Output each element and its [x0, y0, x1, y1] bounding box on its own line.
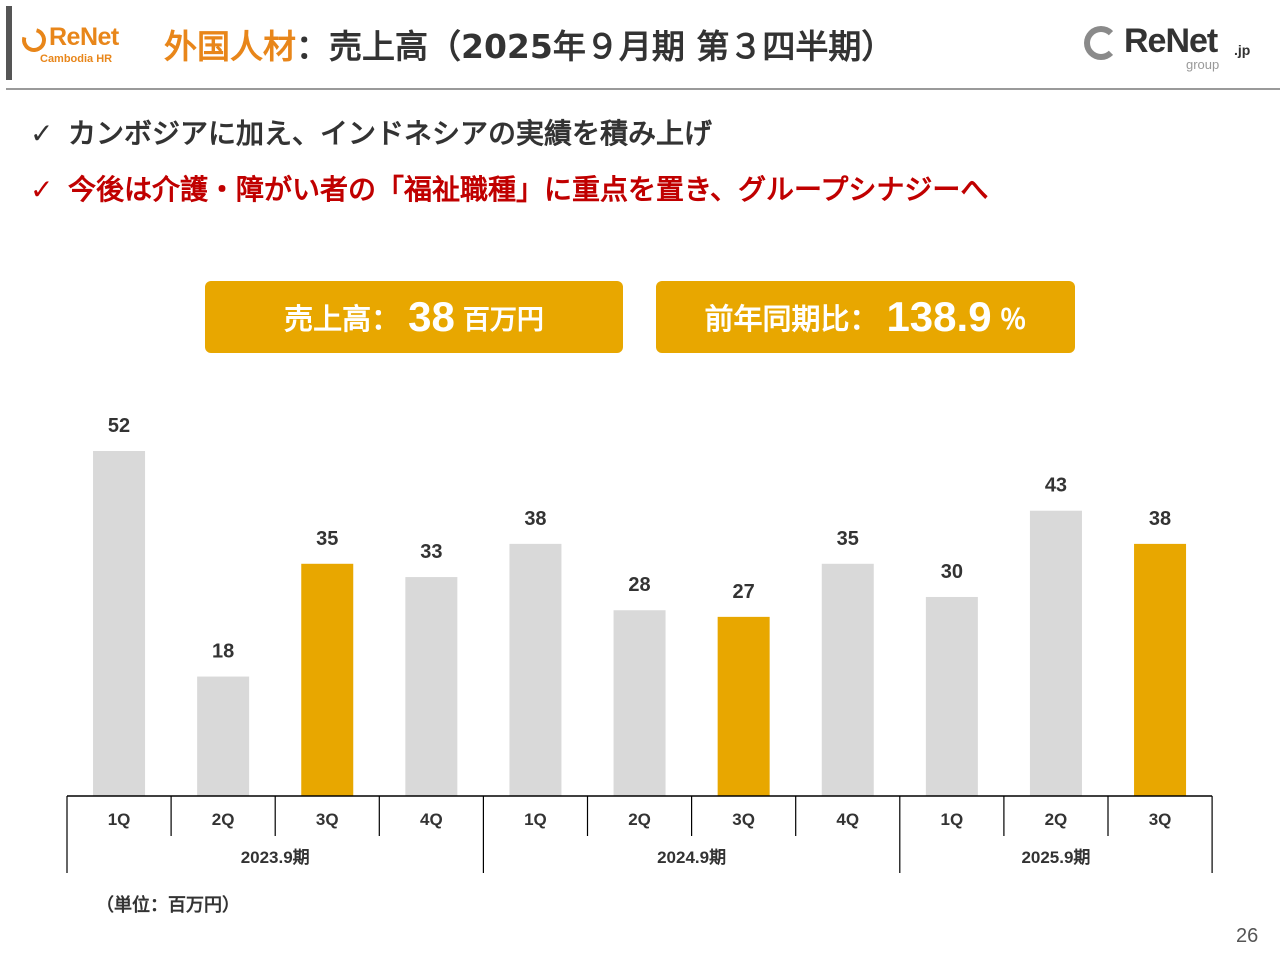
chart-bar: [925, 596, 978, 796]
chart-bar: [1029, 510, 1082, 796]
chart-bar: [301, 563, 354, 796]
kpi-yoy-unit: ％: [999, 304, 1027, 336]
chart-bar: [821, 563, 874, 796]
renet-cambodia-logo: ReNet Cambodia HR: [17, 22, 142, 70]
logo-right-name: ReNet: [1124, 22, 1218, 60]
x-tick-label: 2Q: [1045, 810, 1068, 829]
logo-arrow-ring-icon: [1084, 26, 1118, 60]
x-tick-label: 3Q: [1149, 810, 1172, 829]
kpi-yoy-value: 138.9: [886, 293, 992, 340]
bar-value-label: 27: [733, 581, 755, 603]
kpi-sales-box: 売上高： 38 百万円: [205, 281, 623, 353]
x-tick-label: 3Q: [732, 810, 755, 829]
chart-bar: [1134, 543, 1187, 796]
x-group-label: 2025.9期: [1021, 848, 1090, 867]
logo-left-subtitle: Cambodia HR: [40, 53, 113, 65]
x-tick-label: 1Q: [524, 810, 547, 829]
x-tick-label: 1Q: [941, 810, 964, 829]
check-icon: ✓: [30, 173, 54, 206]
logo-left-name: ReNet: [49, 23, 119, 51]
chart-bar: [197, 676, 250, 796]
x-tick-label: 3Q: [316, 810, 339, 829]
kpi-sales-value: 38: [408, 293, 455, 340]
x-group-label: 2024.9期: [657, 848, 726, 867]
bullet-item: ✓ カンボジアに加え、インドネシアの実績を積み上げ: [30, 112, 712, 152]
chart-unit-note: （単位：百万円）: [96, 895, 240, 916]
bullet-text: 今後は介護・障がい者の「福祉職種」に重点を置き、グループシナジーへ: [68, 173, 989, 206]
bar-value-label: 52: [108, 415, 130, 437]
page-title-rest: ：売上高（2025年９月期 第３四半期）: [296, 27, 895, 66]
bar-value-label: 38: [524, 508, 546, 530]
chart-bar: [509, 543, 562, 796]
bar-value-label: 43: [1045, 475, 1067, 497]
renet-group-logo: ReNet .jp group: [1080, 20, 1260, 76]
chart-bar: [93, 451, 146, 796]
header-accent-bar: [6, 6, 12, 80]
page-title-highlight: 外国人材: [164, 27, 296, 66]
kpi-yoy-label: 前年同期比：: [704, 302, 879, 336]
chart-bar: [613, 610, 666, 796]
logo-right-jp: .jp: [1234, 42, 1251, 58]
bar-value-label: 38: [1149, 508, 1171, 530]
logo-right-group: group: [1186, 57, 1220, 72]
bar-value-label: 33: [420, 541, 442, 563]
header-divider: [6, 88, 1280, 90]
x-group-label: 2023.9期: [241, 848, 310, 867]
kpi-sales-unit: 百万円: [462, 304, 544, 336]
x-tick-label: 2Q: [628, 810, 651, 829]
page-number: 26: [1236, 925, 1259, 947]
x-tick-label: 1Q: [108, 810, 131, 829]
kpi-sales-label: 売上高：: [284, 302, 401, 336]
chart-bar: [405, 577, 458, 796]
check-icon: ✓: [30, 117, 54, 150]
bullet-item-emphasis: ✓ 今後は介護・障がい者の「福祉職種」に重点を置き、グループシナジーへ: [30, 168, 988, 208]
bar-value-label: 18: [212, 641, 234, 663]
bullet-text: カンボジアに加え、インドネシアの実績を積み上げ: [68, 117, 713, 150]
x-tick-label: 2Q: [212, 810, 235, 829]
page-title: 外国人材：売上高（2025年９月期 第３四半期）: [164, 20, 894, 68]
bar-value-label: 35: [316, 528, 338, 550]
bar-value-label: 30: [941, 561, 963, 583]
kpi-yoy-box: 前年同期比： 138.9 ％: [656, 281, 1075, 353]
x-tick-label: 4Q: [420, 810, 443, 829]
x-tick-label: 4Q: [836, 810, 859, 829]
bar-value-label: 35: [837, 528, 859, 550]
bar-value-label: 28: [628, 574, 650, 596]
chart-bar: [717, 616, 770, 796]
